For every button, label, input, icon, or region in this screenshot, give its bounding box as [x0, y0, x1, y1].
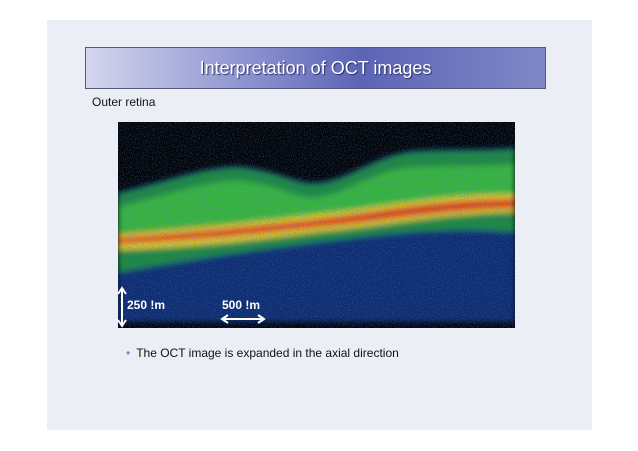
vertical-scale-label: 250 !m: [127, 298, 166, 312]
bullet-item: • The OCT image is expanded in the axial …: [126, 346, 399, 360]
speckle: [118, 122, 515, 328]
bullet-text: The OCT image is expanded in the axial d…: [136, 346, 399, 360]
horizontal-arrowheads: [220, 314, 266, 324]
oct-image: [118, 122, 515, 328]
section-label: Outer retina: [92, 95, 156, 109]
horizontal-scale-label: 500 !m: [222, 298, 261, 312]
slide-title: Interpretation of OCT images: [85, 47, 546, 89]
bullet-marker: •: [126, 346, 131, 360]
vertical-arrowheads: [118, 286, 127, 328]
